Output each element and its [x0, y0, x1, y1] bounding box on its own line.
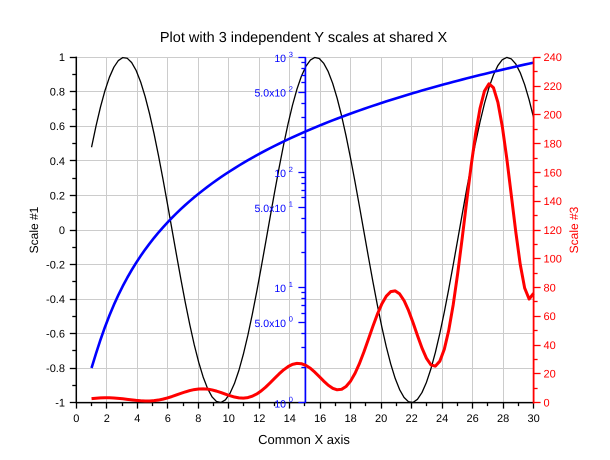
svg-text:Common X axis: Common X axis	[258, 432, 350, 447]
svg-text:1: 1	[289, 280, 293, 289]
svg-text:2: 2	[289, 84, 293, 93]
svg-text:140: 140	[544, 196, 562, 208]
svg-text:0.6: 0.6	[50, 121, 65, 133]
svg-text:24: 24	[436, 413, 448, 425]
svg-text:5.0x10: 5.0x10	[254, 318, 286, 330]
svg-text:22: 22	[406, 413, 418, 425]
svg-text:100: 100	[544, 254, 562, 266]
svg-text:-0.4: -0.4	[46, 294, 65, 306]
svg-text:0.2: 0.2	[50, 190, 65, 202]
svg-text:10: 10	[274, 168, 286, 180]
svg-text:60: 60	[544, 311, 556, 323]
svg-text:180: 180	[544, 139, 562, 151]
svg-text:20: 20	[544, 369, 556, 381]
svg-text:-0.2: -0.2	[46, 259, 65, 271]
svg-text:-0.8: -0.8	[46, 363, 65, 375]
svg-text:30: 30	[527, 413, 539, 425]
svg-text:Scale #1: Scale #1	[27, 206, 41, 253]
svg-text:10: 10	[223, 413, 235, 425]
svg-text:2: 2	[289, 165, 293, 174]
svg-text:14: 14	[284, 413, 296, 425]
svg-text:10: 10	[274, 283, 286, 295]
svg-text:80: 80	[544, 282, 556, 294]
svg-text:0.8: 0.8	[50, 87, 65, 99]
svg-text:26: 26	[467, 413, 479, 425]
svg-text:28: 28	[497, 413, 509, 425]
svg-text:20: 20	[375, 413, 387, 425]
svg-text:0: 0	[59, 225, 65, 237]
svg-text:Plot with 3 independent Y scal: Plot with 3 independent Y scales at shar…	[160, 30, 448, 46]
svg-text:8: 8	[195, 413, 201, 425]
svg-text:18: 18	[345, 413, 357, 425]
svg-text:16: 16	[314, 413, 326, 425]
svg-text:0: 0	[544, 397, 550, 409]
svg-text:0.4: 0.4	[50, 156, 65, 168]
svg-text:120: 120	[544, 225, 562, 237]
svg-text:0: 0	[73, 413, 79, 425]
svg-text:240: 240	[544, 52, 562, 64]
svg-text:40: 40	[544, 340, 556, 352]
svg-text:2: 2	[104, 413, 110, 425]
svg-text:-1: -1	[55, 397, 65, 409]
svg-text:4: 4	[134, 413, 140, 425]
svg-text:3: 3	[289, 50, 293, 59]
svg-text:160: 160	[544, 167, 562, 179]
svg-text:10: 10	[274, 53, 286, 65]
svg-text:Scale #3: Scale #3	[567, 206, 581, 253]
svg-text:220: 220	[544, 81, 562, 93]
svg-text:5.0x10: 5.0x10	[254, 88, 286, 100]
svg-text:1: 1	[289, 200, 293, 209]
svg-text:200: 200	[544, 110, 562, 122]
svg-text:1: 1	[59, 52, 65, 64]
svg-text:12: 12	[253, 413, 265, 425]
svg-text:6: 6	[165, 413, 171, 425]
svg-text:-0.6: -0.6	[46, 328, 65, 340]
svg-text:5.0x10: 5.0x10	[254, 203, 286, 215]
svg-text:0: 0	[289, 395, 293, 404]
svg-text:10: 10	[274, 398, 286, 410]
svg-text:0: 0	[289, 315, 293, 324]
